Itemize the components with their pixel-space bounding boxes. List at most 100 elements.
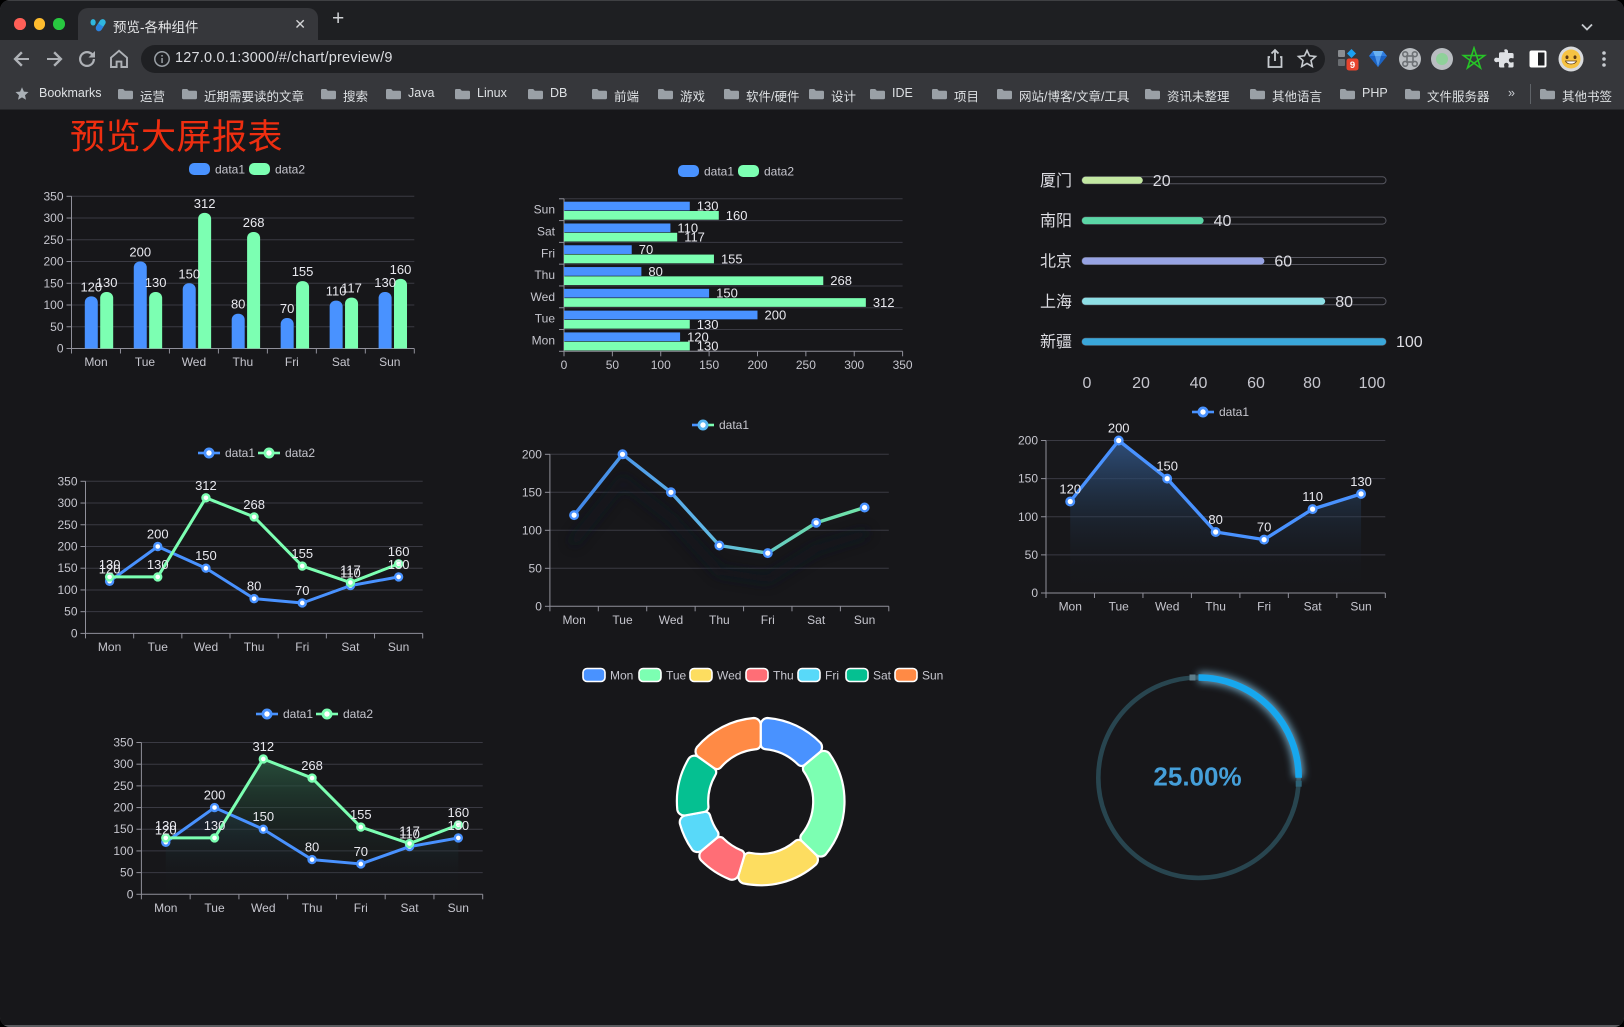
svg-text:Fri: Fri	[761, 613, 775, 627]
svg-text:Fri: Fri	[541, 246, 555, 260]
svg-text:200: 200	[764, 307, 786, 322]
svg-text:Tue: Tue	[612, 613, 633, 627]
svg-text:Tue: Tue	[1109, 600, 1130, 614]
svg-text:300: 300	[113, 757, 133, 771]
svg-text:130: 130	[99, 557, 121, 572]
svg-text:130: 130	[697, 317, 719, 332]
svg-text:南阳: 南阳	[1040, 212, 1072, 230]
svg-text:160: 160	[447, 805, 469, 820]
svg-text:Mon: Mon	[562, 613, 585, 627]
svg-text:60: 60	[1247, 375, 1265, 392]
svg-text:data2: data2	[764, 165, 794, 179]
svg-text:data2: data2	[285, 446, 315, 460]
svg-text:100: 100	[57, 583, 77, 597]
svg-text:120: 120	[1059, 482, 1081, 497]
svg-text:130: 130	[1350, 474, 1372, 489]
svg-text:250: 250	[796, 358, 816, 372]
svg-text:150: 150	[178, 266, 200, 281]
svg-text:厦门: 厦门	[1040, 172, 1072, 190]
svg-text:80: 80	[231, 297, 245, 312]
svg-text:上海: 上海	[1040, 293, 1072, 311]
svg-text:130: 130	[447, 818, 469, 833]
svg-text:268: 268	[830, 273, 852, 288]
svg-text:Mon: Mon	[154, 901, 177, 915]
svg-text:150: 150	[43, 276, 63, 290]
svg-text:350: 350	[893, 358, 913, 372]
svg-text:200: 200	[43, 255, 63, 269]
svg-text:100: 100	[651, 358, 671, 372]
svg-text:110: 110	[677, 220, 698, 235]
svg-text:200: 200	[57, 539, 77, 553]
svg-text:Sun: Sun	[922, 669, 943, 683]
svg-text:120: 120	[155, 822, 177, 837]
svg-text:312: 312	[873, 295, 895, 310]
svg-text:50: 50	[1025, 548, 1039, 562]
svg-text:150: 150	[716, 286, 738, 301]
svg-text:Mon: Mon	[1059, 600, 1082, 614]
svg-text:150: 150	[699, 358, 719, 372]
svg-text:50: 50	[50, 320, 64, 334]
svg-text:data1: data1	[704, 165, 734, 179]
svg-text:50: 50	[529, 561, 543, 575]
svg-text:200: 200	[1108, 421, 1130, 436]
svg-text:data1: data1	[283, 707, 313, 721]
svg-text:100: 100	[1018, 510, 1038, 524]
svg-text:9: 9	[1350, 60, 1355, 71]
svg-text:0: 0	[535, 599, 542, 613]
svg-text:250: 250	[113, 779, 133, 793]
svg-text:Sun: Sun	[534, 203, 555, 217]
svg-text:250: 250	[43, 233, 63, 247]
svg-text:70: 70	[295, 583, 309, 598]
svg-text:117: 117	[399, 824, 420, 839]
svg-text:Sat: Sat	[537, 224, 556, 238]
svg-text:0: 0	[1083, 375, 1092, 392]
svg-text:Wed: Wed	[182, 355, 206, 369]
svg-text:110: 110	[1302, 489, 1323, 504]
svg-text:Thu: Thu	[773, 669, 794, 683]
svg-text:Thu: Thu	[1205, 600, 1226, 614]
svg-text:Wed: Wed	[659, 613, 683, 627]
svg-text:50: 50	[120, 866, 134, 880]
svg-text:120: 120	[687, 329, 709, 344]
svg-text:200: 200	[147, 526, 169, 541]
svg-text:110: 110	[399, 827, 420, 842]
svg-text:70: 70	[1257, 520, 1271, 535]
svg-text:Tue: Tue	[666, 669, 687, 683]
svg-text:0: 0	[127, 887, 134, 901]
svg-text:130: 130	[388, 557, 410, 572]
svg-text:80: 80	[1208, 512, 1222, 527]
svg-text:Mon: Mon	[610, 669, 633, 683]
svg-text:70: 70	[280, 301, 294, 316]
svg-text:25.00%: 25.00%	[1153, 762, 1241, 792]
svg-text:155: 155	[721, 251, 743, 266]
svg-text:160: 160	[390, 262, 412, 277]
svg-text:Wed: Wed	[194, 640, 218, 654]
svg-text:Fri: Fri	[354, 901, 368, 915]
svg-text:Sun: Sun	[448, 901, 469, 915]
svg-text:Tue: Tue	[204, 901, 225, 915]
svg-text:Sat: Sat	[341, 640, 360, 654]
svg-text:Tue: Tue	[535, 312, 556, 326]
svg-text:250: 250	[57, 518, 77, 532]
svg-text:268: 268	[301, 758, 323, 773]
svg-text:Wed: Wed	[717, 669, 741, 683]
svg-text:130: 130	[697, 199, 719, 214]
svg-text:Thu: Thu	[233, 355, 254, 369]
svg-text:130: 130	[204, 818, 226, 833]
svg-text:312: 312	[194, 196, 216, 211]
svg-text:Thu: Thu	[302, 901, 323, 915]
svg-text:60: 60	[1274, 254, 1292, 271]
svg-text:150: 150	[252, 809, 274, 824]
svg-text:155: 155	[292, 264, 314, 279]
svg-text:130: 130	[96, 275, 118, 290]
svg-text:120: 120	[99, 561, 121, 576]
svg-text:160: 160	[726, 208, 748, 223]
svg-text:300: 300	[57, 496, 77, 510]
svg-text:80: 80	[648, 264, 662, 279]
svg-text:0: 0	[561, 358, 568, 372]
svg-text:130: 130	[374, 275, 396, 290]
svg-text:data2: data2	[343, 707, 373, 721]
svg-text:130: 130	[155, 818, 177, 833]
svg-text:200: 200	[1018, 434, 1038, 448]
svg-text:110: 110	[326, 284, 347, 299]
